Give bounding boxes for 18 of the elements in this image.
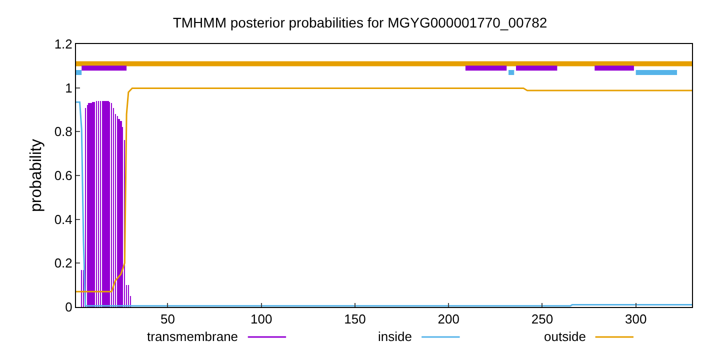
legend-label: inside [378, 329, 412, 344]
y-tick-label: 0.6 [54, 168, 72, 184]
y-axis-title: probability [28, 139, 46, 212]
x-tick-label: 150 [344, 312, 366, 327]
x-tick-label: 50 [160, 312, 175, 327]
legend-label: transmembrane [147, 329, 238, 344]
y-tick-label: 0.8 [54, 124, 72, 140]
x-tick-label: 300 [624, 312, 647, 327]
y-tick-label: 1 [65, 80, 72, 96]
y-tick-label: 0 [65, 300, 72, 315]
legend-label: outside [544, 329, 586, 344]
chart-title: TMHMM posterior probabilities for MGYG000001770_00782 [172, 14, 548, 30]
x-tick-label: 250 [531, 312, 554, 327]
y-tick-label: 0.2 [54, 256, 72, 271]
y-tick-label: 0.4 [54, 212, 72, 227]
y-tick-label: 1.2 [54, 36, 72, 52]
x-tick-label: 200 [438, 312, 460, 327]
x-tick-label: 100 [250, 312, 272, 327]
